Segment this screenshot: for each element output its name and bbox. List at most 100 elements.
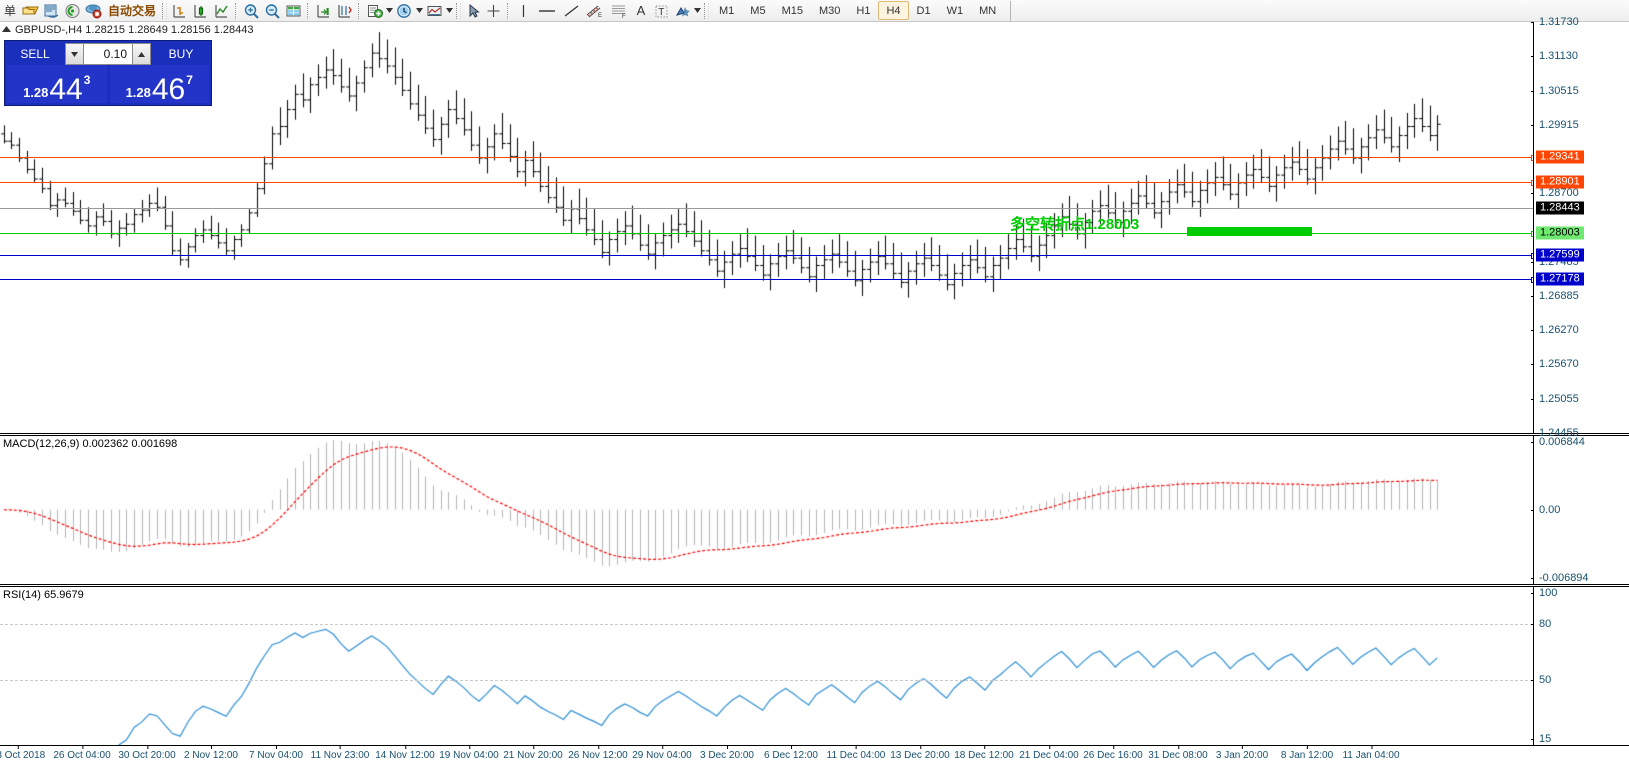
price-level-line[interactable] bbox=[0, 154, 1537, 161]
toolbar-sep-d bbox=[507, 2, 510, 19]
macd-tick: -0.006894 bbox=[1531, 572, 1589, 584]
pane-separator-2[interactable] bbox=[0, 584, 1629, 587]
time-axis-label: 11 Nov 23:00 bbox=[310, 745, 370, 761]
rsi-axis[interactable]: 100 80 50 15 bbox=[1530, 587, 1629, 745]
timeframe-m30[interactable]: M30 bbox=[818, 4, 841, 17]
chart-annotation-text[interactable]: 多空转折点1.28003 bbox=[1010, 215, 1140, 233]
volume-dropdown-icon[interactable] bbox=[65, 43, 83, 65]
horizontal-line-icon[interactable] bbox=[534, 1, 560, 21]
metaquotes-id-icon[interactable] bbox=[62, 1, 83, 21]
sell-price-big: 44 bbox=[49, 73, 83, 104]
autotrading-icon[interactable] bbox=[83, 1, 104, 21]
text-label-icon[interactable]: T bbox=[651, 1, 672, 21]
crosshair-icon[interactable] bbox=[483, 1, 504, 21]
buy-button[interactable]: 1.28 46 7 bbox=[109, 65, 209, 103]
time-axis-label: 23 Oct 2018 bbox=[0, 745, 45, 761]
svg-text:T: T bbox=[658, 7, 664, 18]
macd-canvas[interactable] bbox=[0, 436, 1533, 584]
svg-text:F: F bbox=[622, 14, 626, 19]
rsi-canvas[interactable] bbox=[0, 587, 1533, 745]
templates-icon[interactable] bbox=[424, 1, 445, 21]
shapes-dropdown-icon[interactable] bbox=[693, 1, 702, 21]
data-window-icon[interactable] bbox=[283, 1, 304, 21]
toolbar-grip-1[interactable] bbox=[162, 2, 168, 19]
timeframe-m5[interactable]: M5 bbox=[750, 4, 766, 17]
price-level-line[interactable] bbox=[0, 253, 1537, 260]
sell-button[interactable]: 1.28 44 3 bbox=[7, 65, 107, 103]
autotrading-label[interactable]: 自动交易 bbox=[108, 4, 157, 18]
time-axis-label: 3 Jan 20:00 bbox=[1215, 745, 1269, 761]
oct-prices-row: 1.28 44 3 1.28 46 7 bbox=[5, 65, 211, 105]
macd-pane[interactable]: MACD(12,26,9) 0.002362 0.001698 0.006844… bbox=[0, 436, 1629, 584]
price-axis[interactable]: 1.31730 1.31130 1.30515 1.29915 1.28700 1.268… bbox=[1531, 16, 1629, 439]
zoom-in-icon[interactable] bbox=[241, 1, 262, 21]
periods-dropdown-icon[interactable] bbox=[415, 1, 424, 21]
new-order-icon[interactable]: 单 bbox=[3, 4, 16, 18]
sell-label[interactable]: SELL bbox=[7, 43, 63, 65]
one-click-trading-panel: SELL 0.10 BUY 1.28 44 3 1.28 46 7 bbox=[4, 40, 212, 106]
price-badge[interactable]: 1.28003 bbox=[1536, 226, 1584, 240]
timeframe-m1[interactable]: M1 bbox=[719, 4, 735, 17]
price-tick: 1.25670 bbox=[1531, 358, 1579, 370]
price-pane[interactable]: 多空转折点1.28003 1.31730 1.31130 1.30515 1.2991… bbox=[0, 16, 1629, 439]
cursor-icon[interactable] bbox=[463, 1, 483, 21]
buy-label[interactable]: BUY bbox=[153, 43, 209, 65]
trendline-icon[interactable] bbox=[560, 1, 583, 21]
macd-tick: 0.00 bbox=[1530, 504, 1560, 516]
chart-area[interactable]: 多空转折点1.28003 1.31730 1.31130 1.30515 1.2991… bbox=[0, 16, 1629, 767]
timeframe-h4[interactable]: H4 bbox=[878, 1, 909, 20]
templates-dropdown-icon[interactable] bbox=[445, 1, 454, 21]
toolbar-grip-3[interactable] bbox=[704, 2, 710, 19]
price-badge[interactable]: 1.28901 bbox=[1536, 175, 1584, 189]
rsi-tick: 50 bbox=[1530, 674, 1551, 686]
zoom-out-icon[interactable] bbox=[262, 1, 283, 21]
price-level-line[interactable] bbox=[0, 277, 1537, 284]
time-axis-label: 11 Jan 04:00 bbox=[1342, 745, 1400, 761]
indicators-dropdown-icon[interactable] bbox=[385, 1, 394, 21]
auto-scroll-icon[interactable] bbox=[313, 1, 334, 21]
candlestick-chart-icon[interactable] bbox=[190, 1, 211, 21]
text-icon[interactable]: A bbox=[636, 3, 646, 18]
time-axis-label: 31 Dec 08:00 bbox=[1148, 745, 1208, 761]
pane-separator-1[interactable] bbox=[0, 433, 1629, 436]
equidistant-channel-icon[interactable]: E bbox=[583, 1, 607, 21]
price-level-line[interactable] bbox=[0, 179, 1537, 186]
timeframe-h1[interactable]: H1 bbox=[856, 4, 871, 17]
price-badge[interactable]: 1.27599 bbox=[1536, 248, 1584, 262]
buy-price-prefix: 1.28 bbox=[125, 85, 151, 100]
timeframe-m15[interactable]: M15 bbox=[781, 4, 803, 17]
chart-shift-icon[interactable] bbox=[334, 1, 355, 21]
timeframe-mn[interactable]: MN bbox=[979, 4, 997, 17]
terminal-icon[interactable] bbox=[41, 1, 62, 21]
volume-value[interactable]: 0.10 bbox=[83, 43, 133, 65]
toolbar-grip-2[interactable] bbox=[456, 2, 462, 19]
indicators-icon[interactable] bbox=[364, 1, 385, 21]
main-toolbar: 单 自动交易 bbox=[0, 0, 1629, 22]
price-tick: 1.26270 bbox=[1531, 324, 1579, 336]
volume-increment-icon[interactable] bbox=[133, 43, 151, 65]
rsi-pane[interactable]: RSI(14) 65.9679 100 80 50 15 bbox=[0, 587, 1629, 746]
time-axis-label: 21 Nov 20:00 bbox=[503, 745, 563, 761]
toolbar-sep-b bbox=[307, 2, 310, 19]
bar-chart-icon[interactable] bbox=[169, 1, 190, 21]
fibonacci-retracement-icon[interactable]: F bbox=[607, 1, 631, 21]
price-badge[interactable]: 1.29341 bbox=[1536, 150, 1584, 164]
volume-stepper[interactable]: 0.10 bbox=[65, 43, 151, 65]
time-axis-label: 21 Dec 04:00 bbox=[1019, 745, 1079, 761]
price-badge[interactable]: 1.27178 bbox=[1536, 272, 1584, 286]
svg-text:E: E bbox=[598, 13, 602, 19]
data-folder-icon[interactable] bbox=[20, 1, 41, 21]
periods-icon[interactable] bbox=[394, 1, 415, 21]
price-badge[interactable]: 1.28443 bbox=[1536, 201, 1584, 215]
timeframe-d1[interactable]: D1 bbox=[916, 4, 931, 17]
timeframe-w1[interactable]: W1 bbox=[946, 4, 964, 17]
vertical-line-icon[interactable] bbox=[513, 1, 534, 21]
time-axis[interactable]: 23 Oct 2018 26 Oct 04:00 30 Oct 20:00 2 Nov… bbox=[0, 745, 1629, 767]
macd-axis[interactable]: 0.006844 0.00 -0.006894 bbox=[1530, 436, 1629, 584]
line-chart-icon[interactable] bbox=[211, 1, 232, 21]
time-axis-label: 7 Nov 04:00 bbox=[249, 745, 303, 761]
time-axis-label: 30 Oct 20:00 bbox=[118, 745, 176, 761]
shapes-icon[interactable] bbox=[672, 1, 693, 21]
time-axis-label: 3 Dec 20:00 bbox=[700, 745, 754, 761]
collapse-triangle-icon[interactable] bbox=[2, 24, 11, 36]
